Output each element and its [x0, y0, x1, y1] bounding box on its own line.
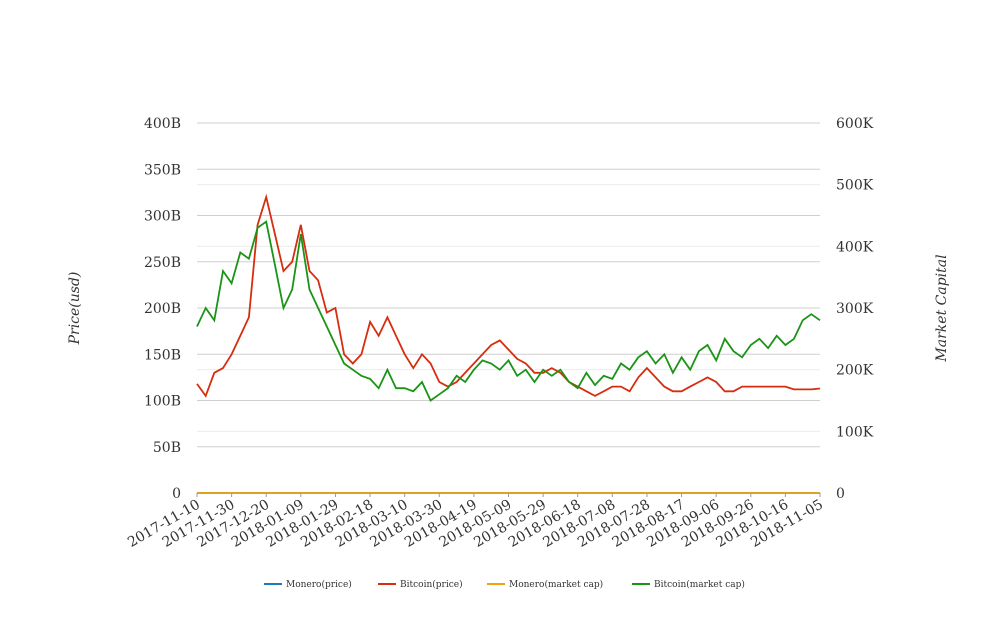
y-tick-label: 400B: [144, 116, 181, 132]
y-axis-label: Price(usd): [67, 272, 83, 346]
y2-tick-label: 200K: [836, 363, 874, 379]
y-tick-label: 0: [172, 486, 181, 502]
y-tick-label: 150B: [144, 347, 181, 363]
y-tick-label: 350B: [144, 162, 181, 178]
y2-tick-label: 400K: [836, 239, 874, 255]
series-line: [196, 220, 821, 402]
y2-axis-label: Market Capital: [934, 254, 950, 362]
y2-tick-label: 300K: [836, 301, 874, 317]
legend-label: Bitcoin(market cap): [654, 579, 745, 590]
y-tick-label: 100B: [144, 394, 181, 410]
y2-tick-label: 100K: [836, 424, 874, 440]
y-tick-label: 50B: [153, 440, 181, 456]
y2-tick-label: 0: [836, 486, 845, 502]
y-tick-label: 300B: [144, 209, 181, 225]
legend-label: Bitcoin(price): [400, 579, 463, 590]
y-tick-label: 250B: [144, 255, 181, 271]
y2-tick-label: 600K: [836, 116, 874, 132]
y-tick-label: 200B: [144, 301, 181, 317]
legend-label: Monero(market cap): [509, 579, 603, 590]
y2-tick-label: 500K: [836, 178, 874, 194]
legend-label: Monero(price): [286, 579, 352, 590]
series-line: [196, 193, 821, 398]
